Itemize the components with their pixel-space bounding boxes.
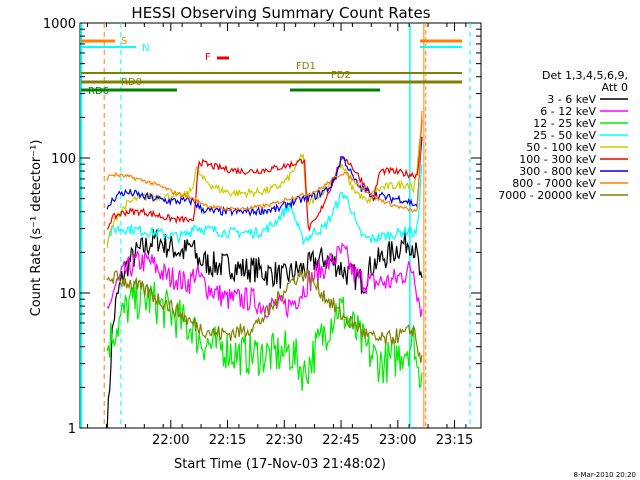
state-fd2-label: FD2 (331, 70, 351, 81)
y-tick-label: 100 (51, 152, 76, 167)
state-s-label: S (121, 36, 127, 47)
legend-label: 300 - 800 keV (519, 165, 596, 178)
series-line (106, 229, 423, 429)
x-tick-label: 22:45 (322, 433, 359, 448)
legend-label: 25 - 50 keV (533, 129, 596, 142)
legend-label: 50 - 100 keV (526, 141, 596, 154)
series-lines (106, 110, 423, 429)
x-tick-label: 22:00 (152, 433, 189, 448)
chart-title: HESSI Observing Summary Count Rates (131, 4, 430, 22)
legend-label: 3 - 6 keV (547, 93, 596, 106)
legend-title-line-2: Att 0 (602, 81, 628, 94)
state-rd0-label: RD0 (121, 77, 142, 88)
legend-label: 100 - 300 keV (519, 153, 596, 166)
axis-ticks: 22:00 22:15 22:30 22:45 23:00 23:15 1 10 100 1000 (43, 17, 481, 448)
footer-timestamp: 8-Mar-2010 20:20 (574, 471, 636, 479)
y-tick-label: 1 (68, 422, 76, 437)
legend-title-line-1: Det 1,3,4,5,6,9, (542, 69, 628, 82)
y-tick-label: 10 (59, 287, 76, 302)
legend-label: 7000 - 20000 keV (498, 189, 596, 202)
state-fd1-label: FD1 (296, 61, 316, 72)
x-axis-label: Start Time (17-Nov-03 21:48:02) (174, 457, 386, 472)
series-line (106, 117, 423, 248)
state-rd6-label: RD6 (88, 86, 109, 97)
plot-border (79, 22, 482, 429)
series-line (106, 269, 423, 364)
x-tick-label: 23:00 (379, 433, 416, 448)
x-tick-label: 23:15 (436, 433, 473, 448)
state-n-label: N (142, 43, 149, 54)
series-line (106, 110, 423, 213)
y-axis-label: Count Rate (s⁻¹ detector⁻¹) (29, 140, 44, 317)
x-tick-label: 22:15 (209, 433, 246, 448)
series-line (106, 136, 423, 218)
legend-label: 800 - 7000 keV (512, 177, 596, 190)
x-tick-label: 22:30 (266, 433, 303, 448)
state-f-label: F (205, 52, 211, 63)
y-tick-label: 1000 (43, 17, 76, 32)
state-bars: S N F FD1 FD2 RD0 RD6 (81, 36, 462, 97)
legend-label: 12 - 25 keV (533, 117, 596, 130)
series-line (106, 164, 423, 246)
legend-label: 6 - 12 keV (540, 105, 596, 118)
